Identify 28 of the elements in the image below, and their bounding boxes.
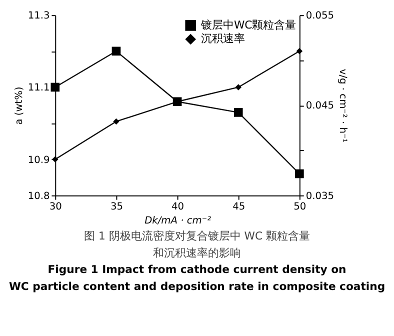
y2-tick-label: 0.055	[306, 10, 334, 22]
y2-axis-title: v/g · cm⁻² · h⁻¹	[336, 68, 348, 143]
y2-tick-label: 0.045	[306, 100, 334, 112]
y2-tick-label: 0.035	[306, 190, 334, 202]
y-tick-label: 10.8	[28, 190, 50, 202]
caption: Figure 1 Impact from cathode current density on	[48, 263, 346, 276]
point	[113, 118, 120, 125]
y-tick-label: 10.9	[28, 154, 50, 166]
y-tick-label: 11.3	[28, 10, 50, 22]
caption: 图 1 阴极电流密度对复合镀层中 WC 颗粒含量	[84, 230, 310, 243]
x-tick-label: 40	[172, 202, 184, 213]
x-tick-label: 35	[110, 202, 123, 213]
x-tick-label: 30	[49, 202, 62, 213]
y-axis-title: a (wt%)	[14, 86, 25, 125]
point	[295, 169, 304, 178]
legend-label: 镀层中WC颗粒含量	[200, 18, 296, 32]
x-tick-label: 50	[294, 202, 306, 213]
y-tick-label: 11.1	[28, 82, 50, 94]
point	[50, 82, 60, 92]
point	[296, 48, 303, 54]
x-tick-label: 45	[232, 202, 246, 213]
text: WC particle content and deposition rate in composite coating	[8, 280, 386, 293]
x-axis-title: Dk/mA · cm⁻²	[144, 215, 212, 226]
point	[235, 84, 242, 90]
point	[234, 108, 243, 117]
text: 和沉积速率的影响	[153, 246, 241, 260]
legend-label: 沉积速率	[200, 32, 245, 46]
point	[112, 46, 121, 56]
